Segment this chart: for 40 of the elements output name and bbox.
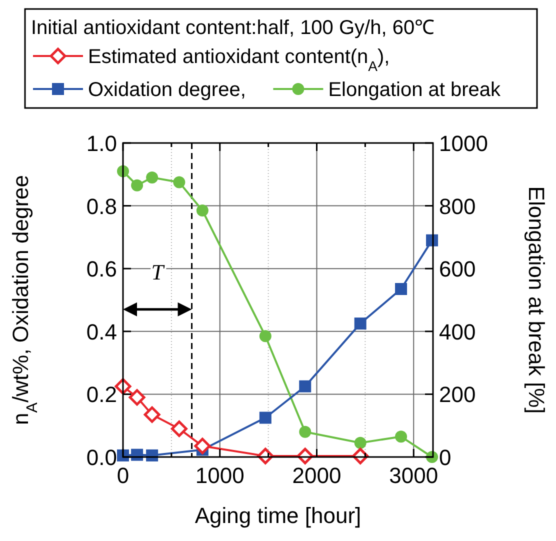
point — [395, 430, 408, 443]
y2-axis-title: Elongation at break [%] — [524, 186, 549, 414]
y2-tick-label: 200 — [439, 382, 476, 408]
x-axis-title: Aging time [hour] — [194, 503, 362, 528]
y2-tick-label: 1000 — [439, 131, 488, 156]
point — [259, 412, 272, 424]
point — [299, 426, 312, 438]
point — [144, 406, 160, 423]
point — [131, 179, 144, 192]
point — [259, 330, 272, 342]
point — [114, 378, 132, 395]
point — [173, 176, 186, 188]
y2-tick-label: 0 — [439, 445, 452, 470]
point — [354, 318, 366, 330]
y2-tick-label: 800 — [439, 194, 476, 219]
legend-label: Estimated antioxidant content(n$_{A}$), — [88, 46, 390, 74]
legend-title: Initial antioxidant content:half, 100 Gy/h, 60℃ — [31, 17, 435, 39]
y-tick-label: 0.0 — [86, 445, 117, 470]
x-tick-label: 0 — [116, 463, 130, 488]
point — [117, 449, 129, 462]
point — [299, 380, 312, 392]
point — [146, 172, 158, 184]
y2-tick-label: 600 — [439, 256, 476, 282]
point — [196, 204, 208, 217]
legend-label: Oxidation degree, — [88, 79, 246, 101]
point — [128, 389, 146, 406]
point — [194, 438, 211, 454]
y-tick-label: 0.6 — [86, 256, 117, 282]
x-tick-label: 1000 — [195, 463, 244, 488]
y-tick-label: 0.8 — [86, 194, 117, 219]
y2-tick-label: 400 — [439, 319, 476, 344]
y-tick-label: 0.2 — [86, 382, 117, 408]
x-tick-label: 2000 — [292, 463, 342, 488]
legend-label: Elongation at break — [328, 79, 502, 101]
y-tick-label: 1.0 — [86, 131, 117, 156]
y-tick-label: 0.4 — [86, 319, 117, 344]
point — [354, 436, 366, 449]
point — [395, 283, 408, 296]
point — [170, 420, 188, 437]
x-tick-label: 3000 — [389, 463, 438, 488]
